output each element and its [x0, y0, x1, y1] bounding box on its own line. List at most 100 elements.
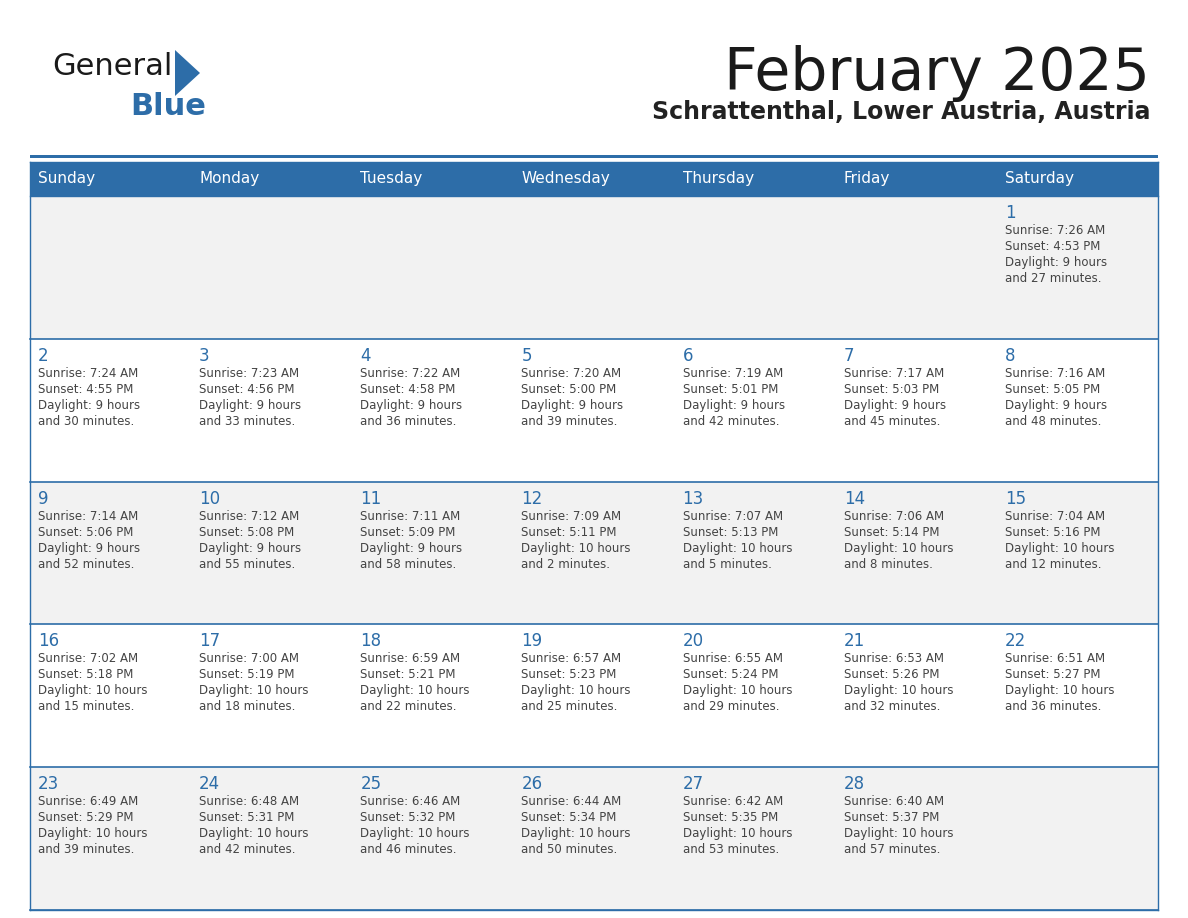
Text: 12: 12 [522, 489, 543, 508]
Text: 26: 26 [522, 775, 543, 793]
Text: Daylight: 10 hours: Daylight: 10 hours [1005, 685, 1114, 698]
Text: Daylight: 10 hours: Daylight: 10 hours [683, 685, 792, 698]
Text: and 36 minutes.: and 36 minutes. [1005, 700, 1101, 713]
Text: 5: 5 [522, 347, 532, 364]
Bar [30, 339, 191, 482]
Text: and 50 minutes.: and 50 minutes. [522, 844, 618, 856]
Text: and 27 minutes.: and 27 minutes. [1005, 272, 1101, 285]
Text: Sunset: 5:32 PM: Sunset: 5:32 PM [360, 812, 456, 824]
Text: and 12 minutes.: and 12 minutes. [1005, 557, 1101, 571]
Text: Sunrise: 7:07 AM: Sunrise: 7:07 AM [683, 509, 783, 522]
Text: and 53 minutes.: and 53 minutes. [683, 844, 779, 856]
Bar [30, 162, 191, 196]
Bar [835, 624, 997, 767]
Text: Sunrise: 7:17 AM: Sunrise: 7:17 AM [843, 367, 944, 380]
Bar [353, 767, 513, 910]
Text: and 42 minutes.: and 42 minutes. [683, 415, 779, 428]
Text: Sunset: 5:14 PM: Sunset: 5:14 PM [843, 526, 940, 539]
Text: Sunrise: 7:04 AM: Sunrise: 7:04 AM [1005, 509, 1105, 522]
Bar [513, 162, 675, 196]
Text: Sunrise: 6:46 AM: Sunrise: 6:46 AM [360, 795, 461, 808]
Bar [835, 767, 997, 910]
Bar [675, 162, 835, 196]
Text: Sunset: 5:08 PM: Sunset: 5:08 PM [200, 526, 295, 539]
Text: and 22 minutes.: and 22 minutes. [360, 700, 456, 713]
Text: Daylight: 10 hours: Daylight: 10 hours [683, 827, 792, 840]
Bar [30, 155, 1158, 158]
Bar [835, 196, 997, 339]
Text: 11: 11 [360, 489, 381, 508]
Bar [30, 767, 191, 910]
Text: 16: 16 [38, 633, 59, 650]
Text: 15: 15 [1005, 489, 1026, 508]
Bar [513, 624, 675, 767]
Text: Schrattenthal, Lower Austria, Austria: Schrattenthal, Lower Austria, Austria [651, 100, 1150, 124]
Text: Sunset: 5:05 PM: Sunset: 5:05 PM [1005, 383, 1100, 396]
Text: and 55 minutes.: and 55 minutes. [200, 557, 296, 571]
Bar [513, 196, 675, 339]
Text: Daylight: 10 hours: Daylight: 10 hours [522, 685, 631, 698]
Text: and 39 minutes.: and 39 minutes. [38, 844, 134, 856]
Text: and 57 minutes.: and 57 minutes. [843, 844, 940, 856]
Text: and 58 minutes.: and 58 minutes. [360, 557, 456, 571]
Text: Sunset: 5:37 PM: Sunset: 5:37 PM [843, 812, 939, 824]
Bar [675, 482, 835, 624]
Text: 1: 1 [1005, 204, 1016, 222]
Text: and 29 minutes.: and 29 minutes. [683, 700, 779, 713]
Text: Thursday: Thursday [683, 172, 753, 186]
Text: and 33 minutes.: and 33 minutes. [200, 415, 296, 428]
Text: Sunrise: 7:14 AM: Sunrise: 7:14 AM [38, 509, 138, 522]
Text: 20: 20 [683, 633, 703, 650]
Text: Sunset: 5:00 PM: Sunset: 5:00 PM [522, 383, 617, 396]
Text: Sunset: 4:55 PM: Sunset: 4:55 PM [38, 383, 133, 396]
Text: Daylight: 10 hours: Daylight: 10 hours [843, 542, 953, 554]
Text: 2: 2 [38, 347, 49, 364]
Bar [30, 482, 191, 624]
Text: Sunset: 5:18 PM: Sunset: 5:18 PM [38, 668, 133, 681]
Bar [997, 196, 1158, 339]
Bar [675, 339, 835, 482]
Text: Sunrise: 6:59 AM: Sunrise: 6:59 AM [360, 653, 461, 666]
Text: 18: 18 [360, 633, 381, 650]
Text: 8: 8 [1005, 347, 1016, 364]
Text: Sunset: 5:21 PM: Sunset: 5:21 PM [360, 668, 456, 681]
Text: Sunset: 4:58 PM: Sunset: 4:58 PM [360, 383, 456, 396]
Text: and 48 minutes.: and 48 minutes. [1005, 415, 1101, 428]
Text: Daylight: 10 hours: Daylight: 10 hours [38, 685, 147, 698]
Text: Daylight: 9 hours: Daylight: 9 hours [522, 398, 624, 412]
Bar [513, 339, 675, 482]
Text: and 25 minutes.: and 25 minutes. [522, 700, 618, 713]
Text: February 2025: February 2025 [725, 45, 1150, 102]
Text: Sunrise: 7:24 AM: Sunrise: 7:24 AM [38, 367, 138, 380]
Text: and 39 minutes.: and 39 minutes. [522, 415, 618, 428]
Bar [30, 624, 191, 767]
Text: Daylight: 10 hours: Daylight: 10 hours [522, 827, 631, 840]
Text: Daylight: 10 hours: Daylight: 10 hours [522, 542, 631, 554]
Text: 17: 17 [200, 633, 220, 650]
Text: Sunrise: 7:16 AM: Sunrise: 7:16 AM [1005, 367, 1105, 380]
Text: 21: 21 [843, 633, 865, 650]
Text: Sunrise: 7:11 AM: Sunrise: 7:11 AM [360, 509, 461, 522]
Text: and 45 minutes.: and 45 minutes. [843, 415, 940, 428]
Text: Sunrise: 6:53 AM: Sunrise: 6:53 AM [843, 653, 943, 666]
Text: and 18 minutes.: and 18 minutes. [200, 700, 296, 713]
Text: Daylight: 10 hours: Daylight: 10 hours [843, 827, 953, 840]
Text: and 5 minutes.: and 5 minutes. [683, 557, 771, 571]
Text: Sunrise: 7:06 AM: Sunrise: 7:06 AM [843, 509, 943, 522]
Text: Daylight: 10 hours: Daylight: 10 hours [683, 542, 792, 554]
Bar [353, 624, 513, 767]
Text: Sunset: 5:24 PM: Sunset: 5:24 PM [683, 668, 778, 681]
Bar [191, 624, 353, 767]
Text: Sunrise: 6:55 AM: Sunrise: 6:55 AM [683, 653, 783, 666]
Polygon shape [175, 50, 200, 96]
Text: Sunset: 5:06 PM: Sunset: 5:06 PM [38, 526, 133, 539]
Text: Sunrise: 7:09 AM: Sunrise: 7:09 AM [522, 509, 621, 522]
Text: Daylight: 9 hours: Daylight: 9 hours [38, 398, 140, 412]
Bar [997, 482, 1158, 624]
Text: and 32 minutes.: and 32 minutes. [843, 700, 940, 713]
Text: Daylight: 9 hours: Daylight: 9 hours [1005, 256, 1107, 269]
Text: Daylight: 10 hours: Daylight: 10 hours [38, 827, 147, 840]
Bar [191, 482, 353, 624]
Text: Saturday: Saturday [1005, 172, 1074, 186]
Bar [30, 196, 191, 339]
